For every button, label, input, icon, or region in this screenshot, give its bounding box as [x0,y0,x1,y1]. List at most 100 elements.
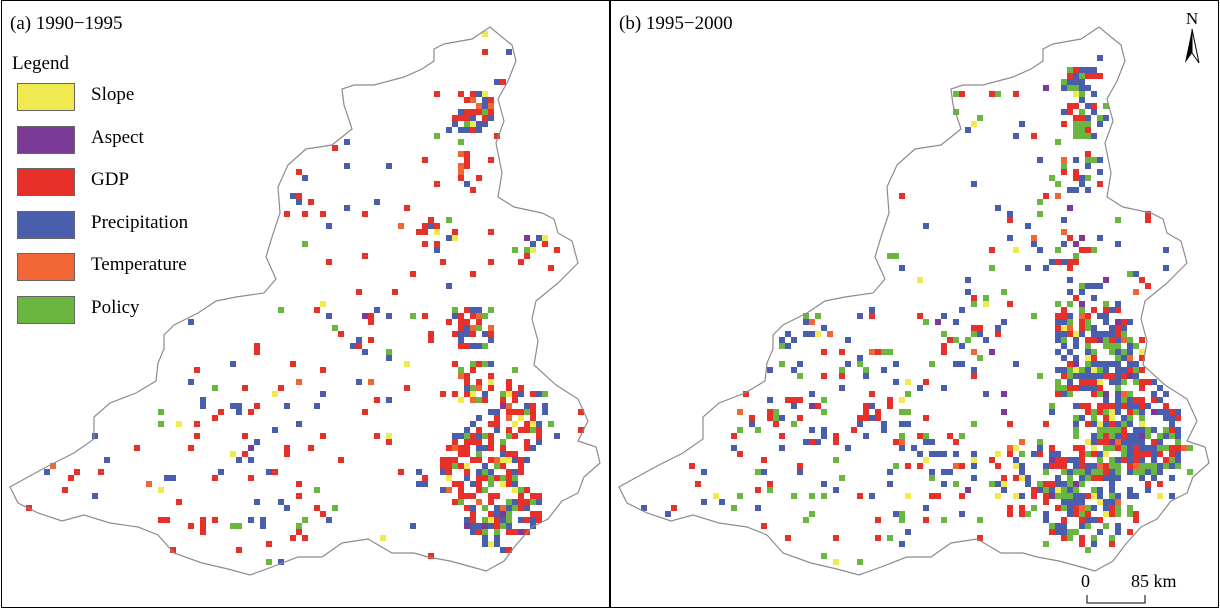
map-cell [791,403,797,409]
map-cell [1169,463,1175,469]
map-cell [158,487,164,493]
map-cell [863,433,869,439]
map-cell [434,223,440,229]
map-cell [1091,247,1097,253]
legend-label-precipitation: Precipitation [91,211,189,233]
map-cell [452,331,458,337]
map-cell [1061,229,1067,235]
map-cell [464,163,470,169]
map-cell [1085,373,1091,379]
map-cell [1163,391,1169,397]
map-cell [1097,451,1103,457]
map-cell [1067,475,1073,481]
map-cell [779,445,785,451]
map-cell [1037,373,1043,379]
map-cell [416,481,422,487]
map-cell [1079,127,1085,133]
map-cell [983,295,989,301]
map-cell [971,295,977,301]
map-cell [446,469,452,475]
map-cell [1001,475,1007,481]
map-cell [464,463,470,469]
map-cell [1103,403,1109,409]
map-cell [1049,445,1055,451]
map-cell [470,385,476,391]
map-cell [1043,499,1049,505]
map-cell [1169,475,1175,481]
map-cell [737,493,743,499]
region-boundary [618,26,1210,576]
map-cell [1115,469,1121,475]
map-cell [500,511,506,517]
map-cell [1091,463,1097,469]
map-cell [488,115,494,121]
map-cell [1073,79,1079,85]
map-cell [506,499,512,505]
map-cell [923,319,929,325]
map-cell [815,403,821,409]
map-cell [1091,541,1097,547]
map-cell [1151,379,1157,385]
map-cell [1133,373,1139,379]
map-cell [1163,457,1169,463]
map-cell [1061,163,1067,169]
map-cell [1073,175,1079,181]
map-cell [458,91,464,97]
map-cell [1115,343,1121,349]
map-cell [506,511,512,517]
map-cell [470,343,476,349]
map-cell [755,469,761,475]
map-cell [1067,103,1073,109]
map-cell [428,217,434,223]
map-cell [1055,259,1061,265]
map-cell [959,463,965,469]
map-cell [899,421,905,427]
map-cell [1085,403,1091,409]
map-cell [1115,493,1121,499]
map-cell [1139,337,1145,343]
map-cell [1097,463,1103,469]
map-cell [452,313,458,319]
map-cell [1043,517,1049,523]
map-cell [767,415,773,421]
map-cell [338,457,344,463]
map-cell [458,163,464,169]
map-cell [164,475,170,481]
map-cell [1085,463,1091,469]
map-cell [1133,457,1139,463]
map-cell [326,313,332,319]
map-cell [488,517,494,523]
map-cell [1175,427,1181,433]
map-cell [350,343,356,349]
map-cell [1055,193,1061,199]
map-cell [506,475,512,481]
map-cell [1091,295,1097,301]
map-cell [989,91,995,97]
map-cell [1049,409,1055,415]
map-cell [1097,373,1103,379]
map-cell [1091,451,1097,457]
map-cell [1187,445,1193,451]
map-cell [464,385,470,391]
map-cell [1037,211,1043,217]
map-cell [941,469,947,475]
map-cell [518,427,524,433]
map-cell [797,463,803,469]
map-cell [929,439,935,445]
map-cell [218,469,224,475]
map-cell [1085,121,1091,127]
map-cell [1121,355,1127,361]
map-cell [1169,415,1175,421]
map-cell [1103,103,1109,109]
map-cell [488,421,494,427]
map-cell [494,541,500,547]
map-cell [506,385,512,391]
map-cell [737,451,743,457]
map-cell [1091,409,1097,415]
map-cell [1079,181,1085,187]
map-cell [284,403,290,409]
legend-swatch-policy [17,295,75,324]
map-cell [440,457,446,463]
map-cell [869,349,875,355]
map-cell [500,517,506,523]
